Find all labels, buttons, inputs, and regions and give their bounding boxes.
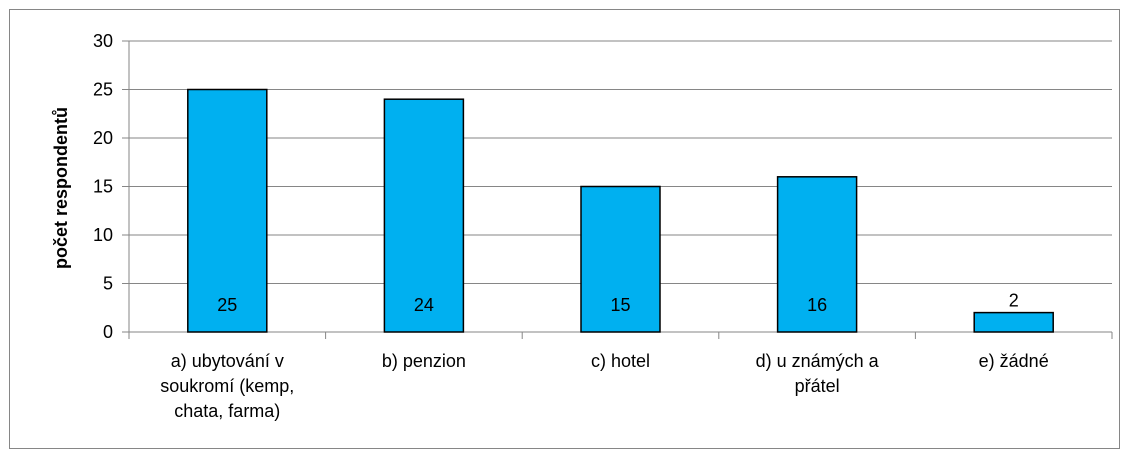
x-category-label-line: c) hotel	[591, 351, 650, 371]
x-category-label: a) ubytování v soukromí (kemp, chata, farm…	[160, 351, 294, 421]
bar	[187, 88, 268, 333]
x-category-label: c) hotel	[591, 351, 650, 371]
data-labels: 25 24 15 16 2	[217, 291, 1018, 315]
x-category-label-line: d) u známých a	[756, 351, 880, 371]
data-label: 16	[807, 295, 827, 315]
y-tick-label: 20	[93, 128, 113, 148]
y-tick-label: 30	[93, 31, 113, 51]
bar	[973, 311, 1054, 333]
y-tick-label: 25	[93, 80, 113, 100]
y-tick-label: 0	[103, 322, 113, 342]
x-category-labels: a) ubytování v soukromí (kemp, chata, farm…	[160, 351, 1048, 421]
x-category-label-line: chata, farma)	[174, 401, 280, 421]
x-category-label-line: soukromí (kemp,	[160, 376, 294, 396]
x-category-label-line: přátel	[795, 376, 840, 396]
y-tick-label: 15	[93, 177, 113, 197]
bar	[776, 176, 858, 333]
x-category-label: b) penzion	[382, 351, 466, 371]
x-category-label: e) žádné	[979, 351, 1049, 371]
x-category-label-line: e) žádné	[979, 351, 1049, 371]
data-label: 25	[217, 295, 237, 315]
x-category-label-line: b) penzion	[382, 351, 466, 371]
y-axis-label: počet respondentů	[51, 107, 71, 269]
data-label: 15	[610, 295, 630, 315]
x-category-label: d) u známých a přátel	[756, 351, 880, 396]
y-tick-label: 10	[93, 225, 113, 245]
bar	[383, 98, 465, 333]
y-tick-labels: 0 5 10 15 20 25 30	[93, 31, 113, 342]
data-label: 24	[414, 295, 434, 315]
y-tick-label: 5	[103, 274, 113, 294]
bar	[580, 185, 661, 333]
bars	[187, 88, 1054, 333]
x-category-label-line: a) ubytování v	[171, 351, 284, 371]
data-label: 2	[1009, 291, 1019, 311]
